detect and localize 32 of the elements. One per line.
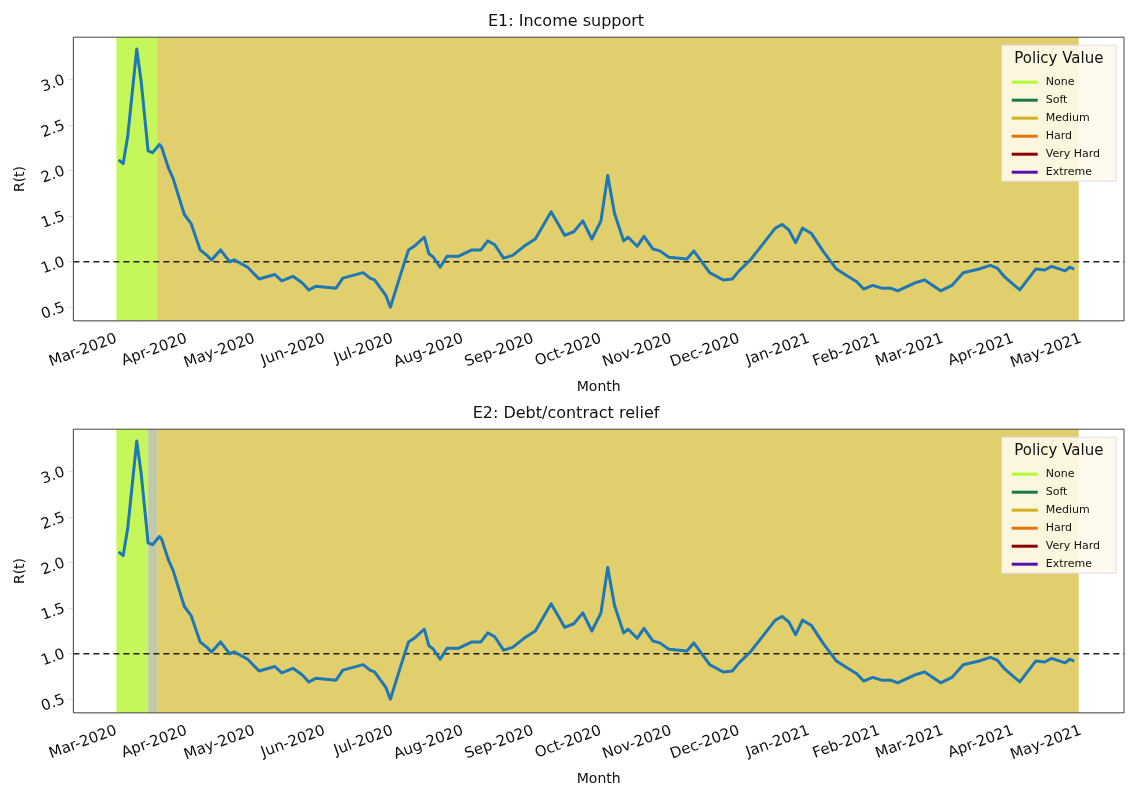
legend-label: Soft bbox=[1045, 485, 1069, 499]
legend-label: Medium bbox=[1045, 111, 1090, 125]
y-tick-label: 2.0 bbox=[38, 161, 68, 187]
y-tick-label: 0.5 bbox=[38, 297, 68, 323]
chart-title: E1: Income support bbox=[487, 10, 645, 30]
y-tick-label: 1.5 bbox=[38, 206, 68, 232]
y-tick-label: 1.5 bbox=[38, 598, 68, 624]
y-tick-label: 2.5 bbox=[38, 507, 68, 533]
y-axis-title: R(t) bbox=[11, 165, 28, 193]
legend-label: Very Hard bbox=[1045, 147, 1101, 161]
y-tick-label: 1.0 bbox=[38, 252, 68, 278]
legend-label: Hard bbox=[1045, 129, 1073, 143]
y-tick-label: 2.0 bbox=[38, 553, 68, 579]
legend-title: Policy Value bbox=[1014, 441, 1104, 460]
y-tick-label: 1.0 bbox=[38, 644, 68, 670]
legend-label: None bbox=[1045, 75, 1075, 89]
legend-label: Very Hard bbox=[1045, 539, 1101, 553]
chart-title: E2: Debt/contract relief bbox=[472, 402, 660, 422]
legend-label: Extreme bbox=[1045, 165, 1093, 179]
y-axis-title: R(t) bbox=[11, 557, 28, 585]
y-tick-label: 2.5 bbox=[38, 115, 68, 141]
legend-label: None bbox=[1045, 467, 1075, 481]
x-axis-title: Month bbox=[576, 378, 621, 395]
y-tick-label: 3.0 bbox=[38, 70, 68, 96]
y-tick-label: 0.5 bbox=[38, 689, 68, 715]
legend-title: Policy Value bbox=[1014, 49, 1104, 68]
y-tick-label: 3.0 bbox=[38, 462, 68, 488]
legend-label: Soft bbox=[1045, 93, 1069, 107]
legend-label: Medium bbox=[1045, 503, 1090, 517]
x-axis-title: Month bbox=[576, 770, 621, 787]
legend-label: Hard bbox=[1045, 521, 1073, 535]
legend-label: Extreme bbox=[1045, 557, 1093, 571]
